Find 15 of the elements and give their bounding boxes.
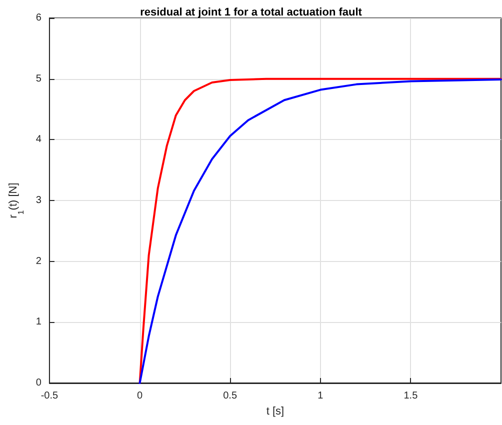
y-tick-label: 0 <box>36 378 42 388</box>
y-tick-label: 6 <box>36 12 42 24</box>
y-axis-title: r1(t) [N] <box>8 182 26 218</box>
x-tick-label: 1.5 <box>404 390 418 402</box>
chart-title: residual at joint 1 for a total actuation fault <box>140 6 362 18</box>
y-tick-label: 4 <box>36 134 42 146</box>
x-axis-title: t [s] <box>266 405 284 418</box>
y-tick-label: 1 <box>36 316 42 328</box>
x-tick-label: 1 <box>318 390 324 402</box>
y-tick-label: 5 <box>36 73 42 84</box>
x-tick-label: -0.5 <box>40 390 59 402</box>
x-tick-label: 0.5 <box>223 390 238 402</box>
x-tick-label: 0 <box>136 390 143 402</box>
y-tick-label: 3 <box>36 195 42 206</box>
y-tick-label: 2 <box>36 256 42 267</box>
